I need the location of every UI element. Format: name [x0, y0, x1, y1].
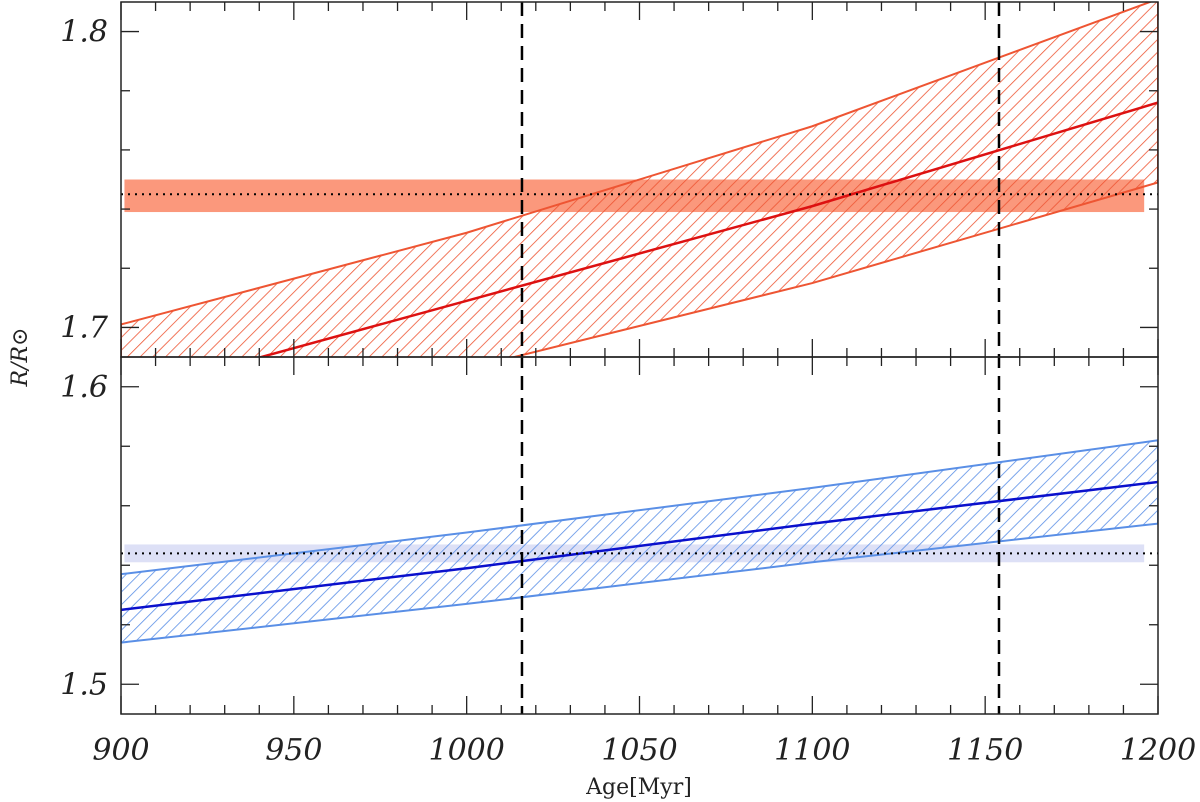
y-tick-label: 1.5 [60, 667, 108, 702]
x-tick-label: 1100 [774, 733, 850, 768]
x-tick-label: 950 [265, 733, 322, 768]
y-tick-label: 1.7 [60, 310, 109, 345]
bottom-model-line [121, 480, 1158, 612]
x-axis-label: Age[Myr] [585, 775, 692, 800]
top-model-band [121, 2, 1158, 357]
axis-ticks [120, 2, 1159, 714]
x-tick-label: 1050 [601, 733, 677, 768]
y-axis-label: R/R⊙ [8, 328, 33, 388]
y-tick-label: 1.8 [60, 15, 108, 50]
x-tick-label: 1200 [1120, 733, 1196, 768]
bottom-model-band [121, 439, 1158, 644]
y-tick-label: 1.6 [60, 370, 108, 405]
axis-tick-labels: 1.7 1.8 1.5 1.6 900 950 1000 1050 1100 1150 1200 [60, 15, 1196, 768]
x-tick-label: 1150 [947, 733, 1023, 768]
top-panel [121, 2, 1158, 357]
x-tick-label: 1000 [428, 733, 504, 768]
bottom-panel [121, 439, 1158, 644]
x-tick-label: 900 [92, 733, 149, 768]
